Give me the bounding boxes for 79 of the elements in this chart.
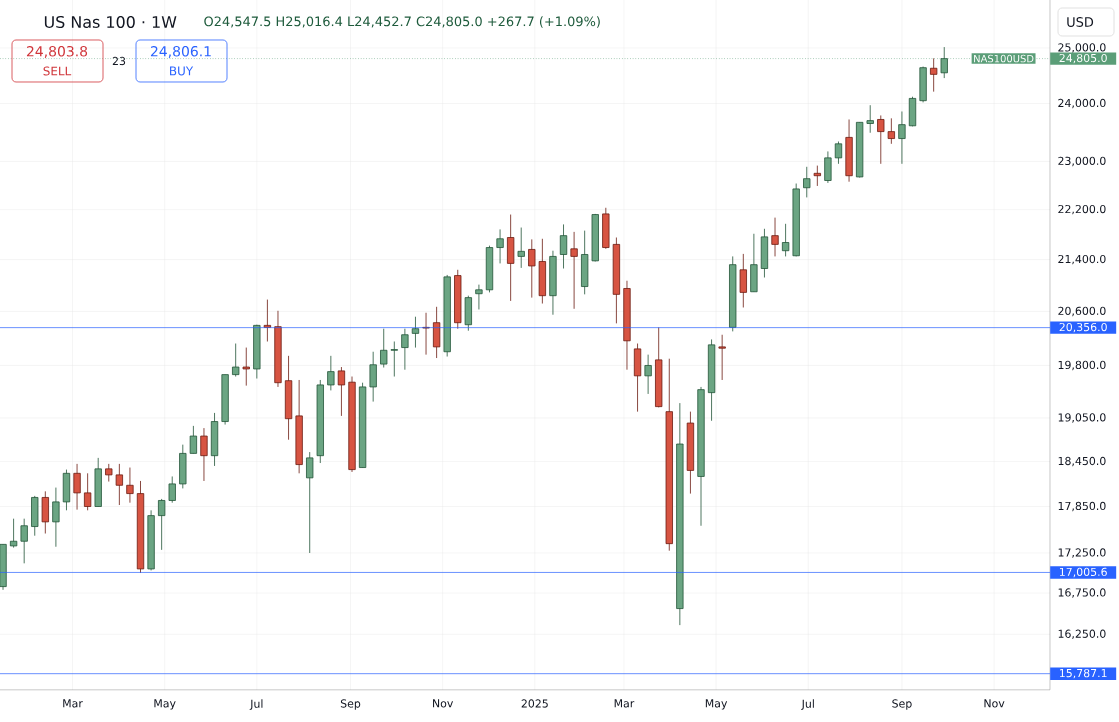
candlestick — [369, 351, 377, 402]
text: US Nas 100 · 1W — [44, 15, 177, 29]
candlestick — [200, 427, 208, 482]
candlestick — [496, 228, 504, 264]
annotation: SELL — [43, 66, 72, 76]
x-tick-label: Jul — [249, 699, 263, 710]
x-tick-label: Sep — [340, 699, 361, 710]
candlestick — [126, 467, 134, 504]
candlestick — [887, 117, 896, 145]
candlestick — [232, 343, 240, 377]
candlestick — [570, 231, 578, 310]
y-tick-label: 17,250.0 — [1058, 548, 1106, 558]
y-tick-label: 19,800.0 — [1058, 360, 1106, 371]
y-tick-label: 19,050.0 — [1058, 413, 1106, 423]
ref-line-label: 17,005.6 — [1059, 567, 1107, 578]
candlestick — [411, 316, 420, 348]
candlestick — [517, 227, 525, 269]
annotation: BUY — [170, 66, 194, 76]
ref-line-label: 20,356.0 — [1059, 322, 1107, 333]
y-tick-label: 17,850.0 — [1058, 501, 1106, 512]
candlestick — [73, 463, 81, 511]
x-tick-label: 2025 — [521, 699, 548, 708]
y-tick-label: 22,200.0 — [1058, 204, 1106, 215]
y-tick-label: 16,750.0 — [1058, 588, 1106, 598]
y-tick-label: 20,600.0 — [1058, 306, 1106, 317]
text: O24,547.5 H25,016.4 L24,452.7 C24,805.0 +267.7 (+1.09%) — [204, 16, 600, 28]
x-tick-label: Nov — [433, 699, 454, 708]
y-tick-label: 24,000.0 — [1058, 98, 1106, 109]
x-tick-label: Jul — [801, 699, 814, 710]
candlestick — [644, 354, 652, 395]
candlestick — [559, 224, 568, 269]
y-tick-label: 23,000.0 — [1058, 156, 1106, 167]
candlestick — [898, 111, 906, 165]
candlestick — [327, 355, 335, 391]
candlestick — [390, 341, 398, 377]
candlestick — [83, 472, 92, 511]
x-tick-label: Mar — [614, 699, 635, 708]
candlestick — [306, 451, 314, 554]
candlestick — [475, 284, 483, 310]
candlestick — [380, 328, 388, 368]
candlestick — [877, 115, 885, 165]
y-tick-label: 25,000.0 — [1058, 43, 1106, 53]
candlestick — [824, 151, 832, 184]
candlestick — [813, 165, 821, 187]
candlestick — [9, 518, 18, 549]
x-tick-label: Nov — [984, 699, 1005, 708]
candlestick — [168, 476, 176, 504]
x-tick-label: May — [705, 699, 728, 710]
candlestick — [401, 328, 409, 371]
candlestick — [158, 498, 166, 551]
candlestick — [189, 425, 198, 454]
y-tick-label: 21,400.0 — [1058, 254, 1106, 265]
candlestick — [866, 104, 874, 134]
candlestick — [781, 223, 790, 257]
annotation: NAS100USD — [974, 54, 1034, 63]
candlestick — [940, 46, 948, 79]
candlestick — [115, 463, 123, 506]
candlestick — [20, 518, 28, 564]
candlestick — [834, 141, 843, 165]
candlestick — [771, 217, 779, 257]
candlestick — [803, 166, 811, 198]
candlestick — [930, 57, 938, 93]
annotation: 24,806.1 — [150, 46, 211, 58]
x-tick-label: May — [154, 699, 176, 710]
candlestick — [739, 253, 747, 308]
ref-line-label: 15,787.1 — [1059, 668, 1107, 679]
annotation: 23 — [112, 56, 126, 66]
x-tick-label: Sep — [892, 699, 912, 710]
x-tick-label: Mar — [63, 699, 83, 708]
candlestick — [528, 238, 536, 299]
candlestick — [52, 487, 60, 548]
ref-line-label: 24,805.0 — [1059, 53, 1107, 64]
text: USD — [1067, 17, 1094, 27]
candlestick — [337, 366, 346, 417]
candlestick — [718, 334, 726, 381]
y-tick-label: 16,250.0 — [1058, 629, 1106, 639]
y-tick-label: 18,450.0 — [1058, 456, 1106, 467]
candlestick — [242, 347, 250, 387]
annotation: 24,803.8 — [26, 46, 88, 58]
